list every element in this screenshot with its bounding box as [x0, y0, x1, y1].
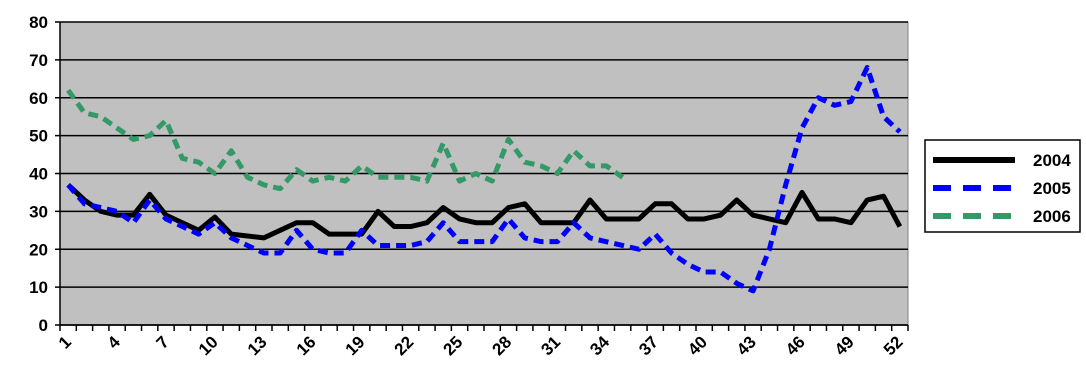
x-tick-label: 13 — [244, 332, 271, 359]
y-tick-label: 40 — [29, 165, 48, 184]
series-line — [66, 183, 903, 241]
y-tick-label: 50 — [29, 127, 48, 146]
x-tick-label: 1 — [55, 332, 75, 352]
x-tick-label: 31 — [537, 332, 564, 359]
x-tick-label: 19 — [342, 332, 369, 359]
y-tick-label: 20 — [29, 240, 48, 259]
series-line — [66, 64, 902, 294]
y-tick-label: 0 — [39, 316, 48, 335]
x-tick-label: 52 — [880, 332, 907, 359]
x-tick-label: 4 — [104, 332, 125, 353]
x-tick-label: 43 — [733, 332, 760, 359]
y-tick-label: 80 — [29, 13, 48, 32]
legend-label: 2006 — [1033, 207, 1071, 226]
legend-label: 2005 — [1033, 179, 1071, 198]
series-line — [66, 88, 625, 192]
x-tick-label: 28 — [488, 332, 515, 359]
x-tick-label: 7 — [153, 332, 173, 352]
x-tick-label: 10 — [195, 332, 222, 359]
x-tick-label: 16 — [293, 332, 320, 359]
x-tick-label: 22 — [391, 332, 418, 359]
legend-label: 2004 — [1033, 151, 1071, 170]
x-tick-label: 46 — [782, 332, 809, 359]
y-tick-label: 10 — [29, 278, 48, 297]
x-tick-label: 25 — [440, 332, 467, 359]
y-tick-label: 30 — [29, 202, 48, 221]
x-tick-label: 40 — [684, 332, 711, 359]
y-tick-label: 70 — [29, 51, 48, 70]
y-tick-label: 60 — [29, 89, 48, 108]
x-tick-label: 49 — [831, 332, 858, 359]
x-tick-label: 37 — [635, 332, 662, 359]
x-tick-label: 34 — [586, 332, 613, 359]
